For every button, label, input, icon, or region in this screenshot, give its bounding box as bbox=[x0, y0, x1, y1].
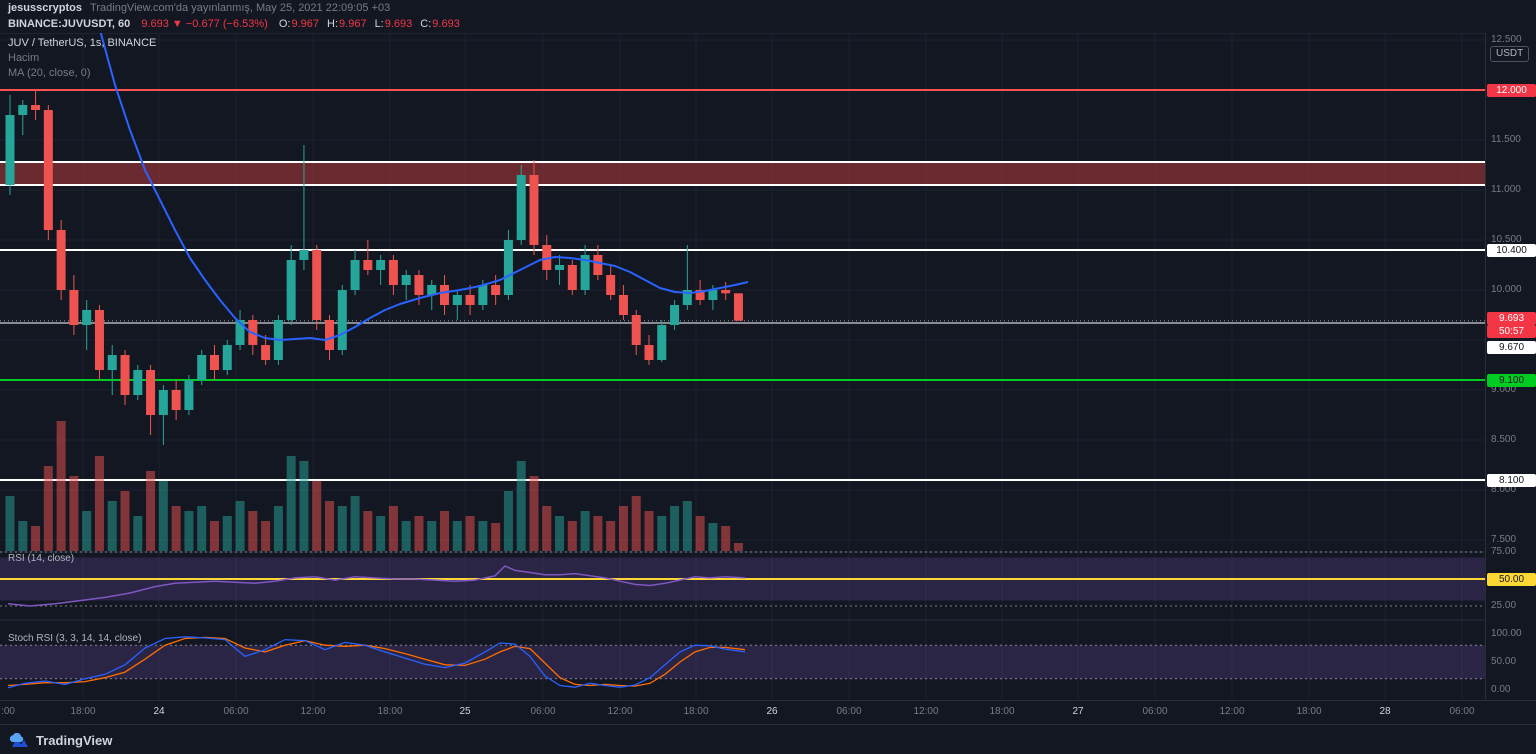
price-tick-label: 11.500 bbox=[1491, 134, 1521, 145]
bar-countdown-label: 50:57 bbox=[1487, 325, 1536, 339]
stoch-k-line bbox=[7, 636, 746, 689]
price-tick-label: 100.00 bbox=[1491, 628, 1522, 639]
resistance-zone[interactable] bbox=[0, 162, 1485, 185]
time-label: 18:00 bbox=[377, 706, 403, 717]
rsi-level-label: 50.00 bbox=[1487, 572, 1536, 586]
time-label: 18:00 bbox=[70, 706, 96, 717]
time-label: 06:00 bbox=[1449, 706, 1475, 717]
last-price-value: 9.693 bbox=[141, 18, 169, 30]
price-tick-label: 75.00 bbox=[1491, 546, 1517, 557]
time-label: :00 bbox=[1, 706, 15, 717]
chart-canvas[interactable] bbox=[0, 33, 1485, 700]
ohlc-label: O: bbox=[278, 18, 291, 30]
price-tick-label: 8.000 bbox=[1491, 484, 1517, 495]
rsi-indicator-label[interactable]: RSI (14, close) bbox=[8, 553, 75, 564]
tradingview-logo-icon[interactable] bbox=[8, 732, 30, 748]
time-label: 12:00 bbox=[300, 706, 326, 717]
current-price-label: 9.693 bbox=[1487, 312, 1536, 326]
time-label-day: 26 bbox=[766, 706, 778, 717]
ohlc-label: H: bbox=[327, 18, 339, 30]
legend-symbol-title[interactable]: JUV / TetherUS, 1s, BINANCE bbox=[8, 37, 157, 49]
time-label: 12:00 bbox=[1219, 706, 1245, 717]
symbol-info-bar: BINANCE:JUVUSDT, 60 9.693 ▼ −0.677 (−6.5… bbox=[0, 16, 1536, 34]
price-tick-label: 50.00 bbox=[1491, 656, 1517, 667]
level-price-label: 9.670 bbox=[1487, 340, 1536, 354]
price-tick-label: 11.000 bbox=[1491, 184, 1521, 195]
ohlc-label: L: bbox=[374, 18, 384, 30]
price-levels-layer[interactable] bbox=[0, 89, 1485, 481]
price-tick-label: 10.000 bbox=[1491, 284, 1522, 295]
symbol-name[interactable]: BINANCE:JUVUSDT, 60 bbox=[8, 18, 131, 30]
ohlc-label: C: bbox=[420, 18, 432, 30]
time-axis[interactable]: :00 18:00 24 06:00 12:00 18:00 25 06:00 12:00 18:… bbox=[0, 700, 1536, 725]
chart-legend[interactable]: JUV / TetherUS, 1s, BINANCE Hacim MA (20… bbox=[8, 36, 156, 81]
price-tick-label: 0.00 bbox=[1491, 684, 1511, 695]
rsi-line bbox=[7, 565, 746, 607]
level-price-label: 12.000 bbox=[1487, 83, 1536, 97]
volume-layer bbox=[5, 421, 743, 551]
publish-bar: jesusscryptos TradingView.com'da yayınla… bbox=[0, 0, 1536, 16]
level-price-label: 9.100 bbox=[1487, 373, 1536, 387]
time-label: 06:00 bbox=[1142, 706, 1168, 717]
publisher-name[interactable]: jesusscryptos bbox=[8, 2, 82, 14]
time-label: 06:00 bbox=[836, 706, 862, 717]
time-label: 12:00 bbox=[607, 706, 633, 717]
level-price-label: 10.400 bbox=[1487, 243, 1536, 257]
time-label: 12:00 bbox=[913, 706, 939, 717]
ma20-line bbox=[99, 33, 749, 341]
price-axis[interactable]: 12.500 USDT 11.500 11.000 10.500 10.000 9.00… bbox=[1485, 33, 1536, 700]
time-label: 06:00 bbox=[530, 706, 556, 717]
tradingview-brand[interactable]: TradingView bbox=[36, 732, 113, 748]
price-tick-label: 12.500 bbox=[1491, 34, 1522, 45]
price-tick-label: 10.500 bbox=[1491, 234, 1522, 245]
publish-info: TradingView.com'da yayınlanmış, May 25, … bbox=[90, 2, 391, 14]
ohlc-values: O:9.967 H:9.967 L:9.693 C:9.693 bbox=[271, 18, 460, 30]
stoch-band bbox=[0, 645, 1485, 679]
time-label: 06:00 bbox=[223, 706, 249, 717]
time-label: 18:00 bbox=[1296, 706, 1322, 717]
grid-layer bbox=[0, 33, 1485, 700]
time-label-day: 25 bbox=[459, 706, 471, 717]
ohlc-value: 9.693 bbox=[432, 18, 460, 30]
direction-arrow-icon: ▼ bbox=[171, 18, 183, 30]
level-price-label: 8.100 bbox=[1487, 473, 1536, 487]
price-change: −0.677 (−6.53%) bbox=[185, 18, 268, 30]
time-label: 18:00 bbox=[989, 706, 1015, 717]
price-tick-label: 9.000 bbox=[1491, 384, 1517, 395]
ohlc-value: 9.967 bbox=[291, 18, 320, 30]
ohlc-value: 9.967 bbox=[339, 18, 367, 30]
stoch-d-line bbox=[7, 636, 746, 687]
time-label-day: 28 bbox=[1379, 706, 1391, 717]
time-label: 18:00 bbox=[683, 706, 709, 717]
price-tick-label: 8.500 bbox=[1491, 434, 1517, 445]
price-tick-label: 25.00 bbox=[1491, 600, 1517, 611]
currency-unit-badge[interactable]: USDT bbox=[1490, 46, 1530, 62]
time-label-day: 24 bbox=[153, 706, 165, 717]
legend-ma-label[interactable]: MA (20, close, 0) bbox=[8, 67, 91, 79]
candles-layer bbox=[5, 90, 743, 445]
footer-bar: TradingView bbox=[0, 724, 1536, 754]
price-tick-label: 7.500 bbox=[1491, 534, 1517, 545]
ohlc-value: 9.693 bbox=[384, 18, 413, 30]
stoch-rsi-indicator-label[interactable]: Stoch RSI (3, 3, 14, 14, close) bbox=[8, 633, 142, 644]
legend-volume-label[interactable]: Hacim bbox=[8, 52, 40, 64]
time-label-day: 27 bbox=[1072, 706, 1084, 717]
